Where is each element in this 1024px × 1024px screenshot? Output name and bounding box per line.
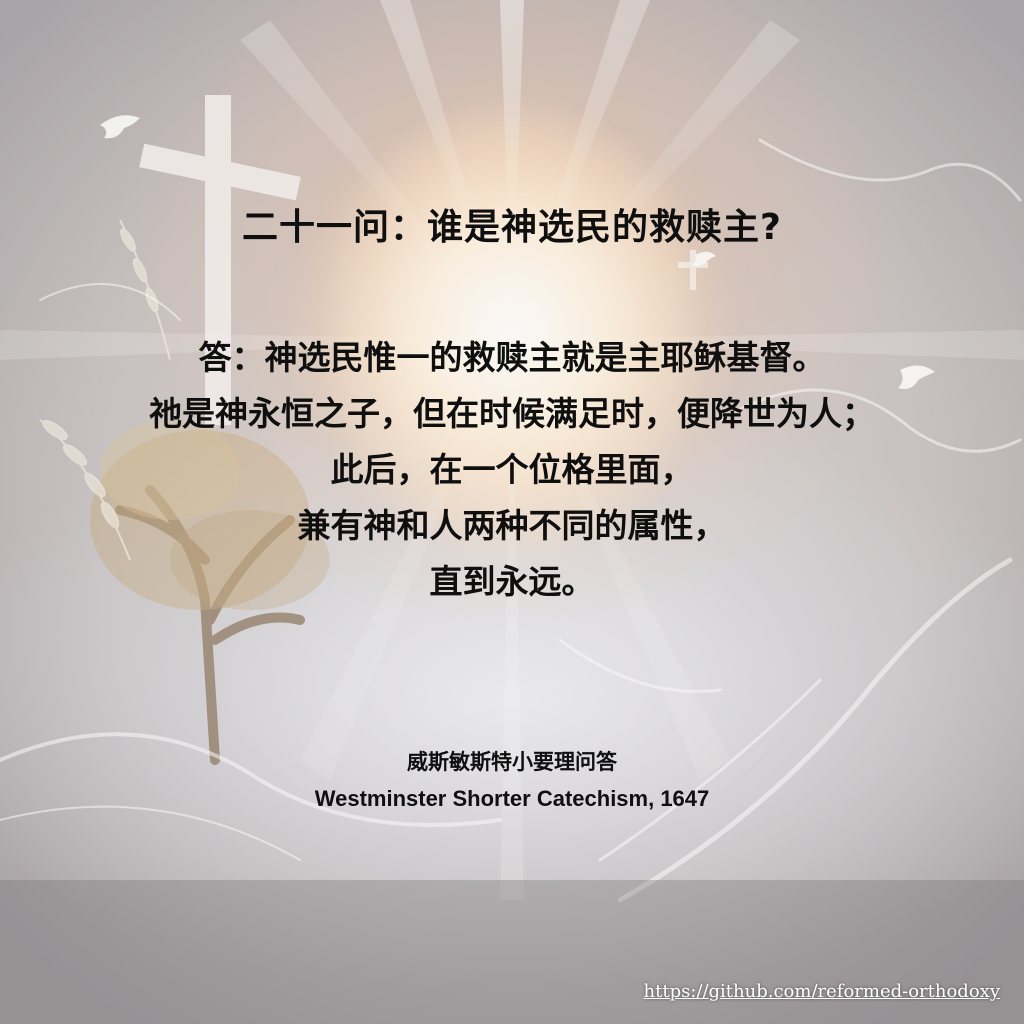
source-chinese: 威斯敏斯特小要理问答 xyxy=(407,750,617,774)
answer-line: 兼有神和人两种不同的属性， xyxy=(297,506,727,545)
tree-icon xyxy=(90,420,330,765)
cross-icon xyxy=(139,95,301,425)
source-english: Westminster Shorter Catechism, 1647 xyxy=(314,786,710,811)
sun-glow xyxy=(282,100,742,560)
answer-line: 此后，在一个位格里面， xyxy=(330,450,694,489)
question-title: 二十一问：谁是神选民的救赎主? xyxy=(242,207,782,248)
light-swirls xyxy=(0,138,1022,903)
answer-line: 祂是神永恒之子，但在时候满足时，便降世为人； xyxy=(149,394,875,433)
answer-block: 答：神选民惟一的救赎主就是主耶稣基督。 祂是神永恒之子，但在时候满足时，便降世为… xyxy=(0,330,1024,610)
answer-line: 答：神选民惟一的救赎主就是主耶稣基督。 xyxy=(198,338,826,377)
dove-icon xyxy=(100,115,935,389)
github-link[interactable]: https://github.com/reformed-orthodoxy xyxy=(643,981,1000,1002)
answer-line: 直到永远。 xyxy=(429,562,595,601)
leaf-branches xyxy=(39,219,171,561)
